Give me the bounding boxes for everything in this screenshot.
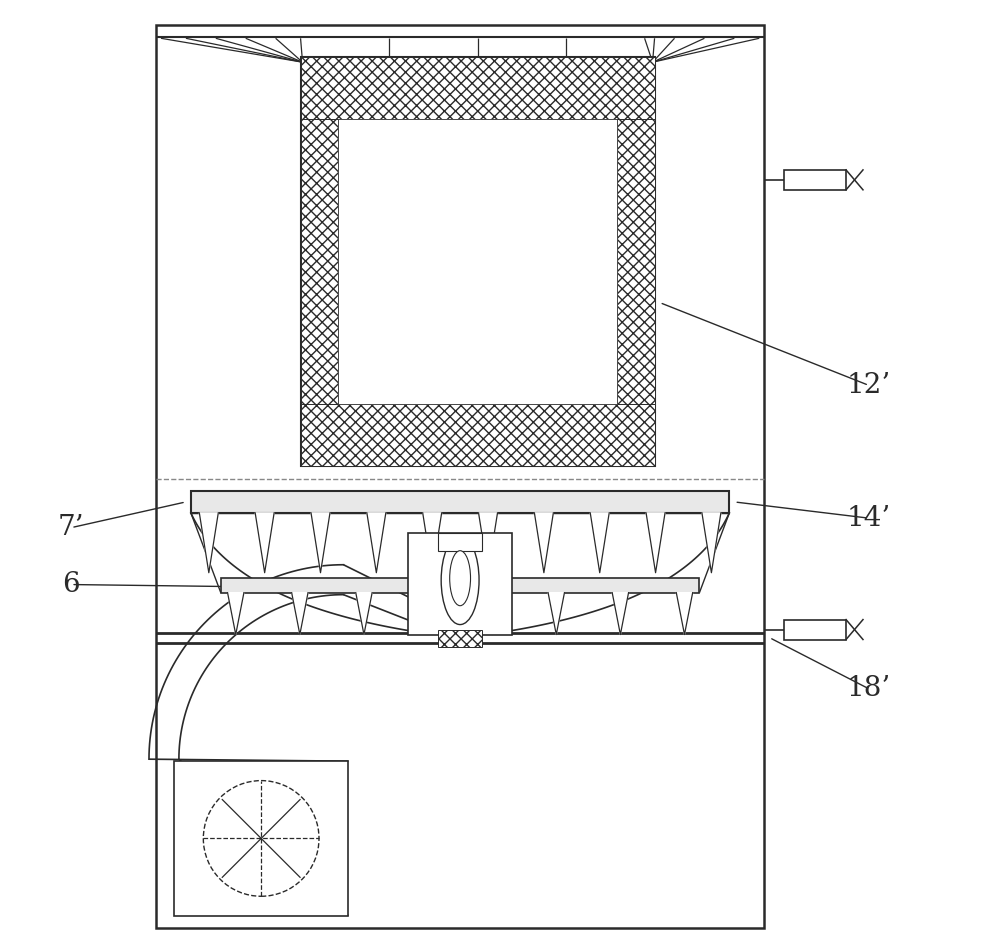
Polygon shape <box>423 513 442 573</box>
Text: 12’: 12’ <box>847 372 891 398</box>
Polygon shape <box>255 513 274 573</box>
Ellipse shape <box>450 551 471 606</box>
Polygon shape <box>484 592 500 634</box>
Text: 18’: 18’ <box>847 675 891 703</box>
Ellipse shape <box>441 535 479 625</box>
Bar <box>438 630 482 648</box>
Bar <box>221 577 699 592</box>
Polygon shape <box>292 592 308 634</box>
Text: 6: 6 <box>62 571 80 598</box>
Polygon shape <box>356 592 372 634</box>
Polygon shape <box>612 592 629 634</box>
Polygon shape <box>646 513 665 573</box>
Polygon shape <box>367 513 386 573</box>
Polygon shape <box>702 513 721 573</box>
Bar <box>438 533 482 551</box>
Polygon shape <box>590 513 609 573</box>
Bar <box>301 57 655 119</box>
Polygon shape <box>199 513 218 573</box>
Bar <box>784 170 846 190</box>
Bar <box>784 620 846 639</box>
Polygon shape <box>534 513 553 573</box>
Bar <box>301 404 655 466</box>
Polygon shape <box>420 592 436 634</box>
Bar <box>301 57 655 466</box>
Text: 7’: 7’ <box>58 514 85 541</box>
Polygon shape <box>228 592 244 634</box>
Polygon shape <box>548 592 564 634</box>
Bar <box>408 533 512 634</box>
Bar <box>617 119 655 404</box>
Polygon shape <box>311 513 330 573</box>
Polygon shape <box>676 592 693 634</box>
Bar <box>156 26 764 927</box>
Text: 14’: 14’ <box>847 505 891 532</box>
Bar <box>191 491 729 513</box>
Bar <box>338 119 617 404</box>
Polygon shape <box>479 513 498 573</box>
Bar <box>174 761 348 916</box>
Bar <box>301 119 338 404</box>
